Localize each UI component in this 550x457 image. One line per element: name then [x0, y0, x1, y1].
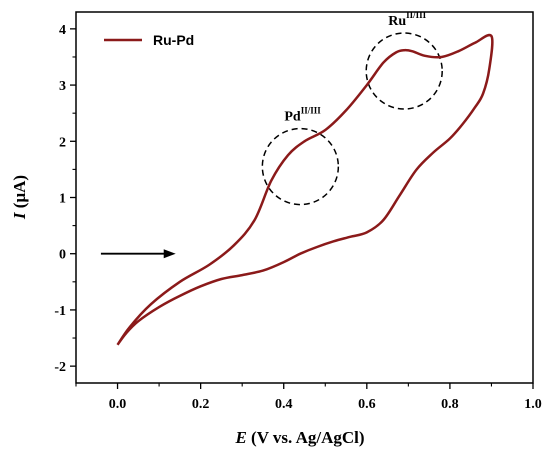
legend: Ru-Pd: [104, 32, 194, 48]
x-tick-label: 0.8: [441, 397, 459, 412]
x-tick-label: 1.0: [524, 397, 542, 412]
x-tick-label: 0.6: [358, 397, 376, 412]
y-axis-title: I (μA): [10, 175, 29, 220]
annotation-circle-ru: [365, 32, 443, 110]
plot-frame: [75, 11, 534, 384]
x-axis-title: E (V vs. Ag/AgCl): [234, 428, 364, 447]
y-tick-label: 0: [59, 248, 66, 263]
y-tick-label: -2: [54, 360, 66, 375]
x-tick-label: 0.2: [192, 397, 210, 412]
y-tick-label: 4: [59, 23, 66, 38]
annotation-circle-pd: [261, 127, 340, 206]
y-tick-label: -1: [54, 304, 66, 319]
y-tick-label: 2: [59, 135, 66, 150]
x-tick-label: 0.0: [109, 397, 127, 412]
arrow-head-icon: [163, 249, 176, 259]
legend-label-ru-pd: Ru-Pd: [153, 32, 194, 48]
annotation-label-ru: RuII/III: [388, 10, 426, 29]
series-line-ru-pd: [116, 33, 494, 346]
x-tick-label: 0.4: [275, 397, 293, 412]
y-tick-label: 3: [59, 79, 66, 94]
annotation-label-pd: PdII/III: [284, 106, 321, 125]
y-tick-label: 1: [59, 192, 66, 207]
